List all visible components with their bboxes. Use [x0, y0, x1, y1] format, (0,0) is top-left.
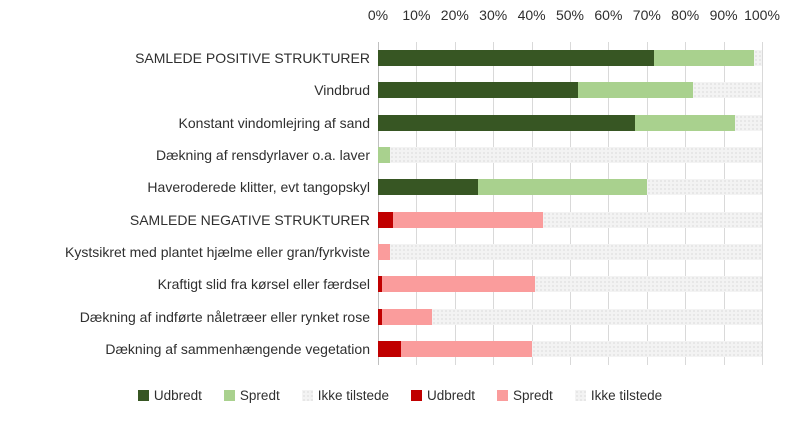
bar-segment-spredt-positiv: [577, 82, 693, 99]
category-label: Dækning af indførte nåletræer eller rynk…: [79, 308, 370, 325]
category-labels: SAMLEDE POSITIVE STRUKTURER Vindbrud Konst…: [0, 42, 370, 365]
legend-label: Ikke tilstede: [317, 387, 389, 403]
bar-segment-spredt-positiv: [477, 179, 647, 196]
x-axis-tick-label: 60%: [594, 7, 623, 23]
bar-segment-udbredt-negativ: [378, 340, 402, 357]
legend-label: Spredt: [513, 387, 553, 403]
gridline: [531, 42, 533, 365]
bar-segment-udbredt-positiv: [378, 50, 655, 67]
bar-segment-ikke-tilstede-positiv: [389, 147, 762, 164]
bar-segment-udbredt-positiv: [378, 179, 478, 196]
x-axis-tick-label: 30%: [479, 7, 508, 23]
legend: Udbredt Spredt Ikke tilstede Udbredt Spredt I…: [0, 385, 800, 405]
bar-segment-spredt-positiv: [654, 50, 755, 67]
legend-swatch-ikke-tilstede-positiv: [301, 389, 313, 401]
plot-area: [378, 42, 763, 365]
gridline: [608, 42, 610, 365]
bar-segment-ikke-tilstede-negativ: [531, 340, 762, 357]
category-label: Konstant vindomlejring af sand: [178, 114, 370, 131]
legend-swatch-udbredt-positiv: [137, 389, 149, 401]
bar-segment-ikke-tilstede-negativ: [543, 211, 762, 228]
legend-swatch-spredt-negativ: [497, 389, 509, 401]
gridline: [416, 42, 418, 365]
bar-row: [378, 50, 762, 67]
category-label: SAMLEDE POSITIVE STRUKTURER: [135, 50, 370, 67]
bar-row: [378, 340, 762, 357]
bar-segment-spredt-negativ: [381, 276, 536, 293]
category-label: Dækning af sammenhængende vegetation: [105, 340, 370, 357]
bar-segment-udbredt-negativ: [378, 211, 394, 228]
bar-segment-udbredt-positiv: [378, 114, 636, 131]
bar-segment-ikke-tilstede-negativ: [389, 243, 762, 260]
x-axis-tick-label: 40%: [517, 7, 546, 23]
bar-segment-udbredt-negativ: [378, 276, 382, 293]
x-axis: 0% 10% 20% 30% 40% 50% 60% 70% 80% 90% 100%: [0, 0, 800, 30]
gridline: [570, 42, 571, 365]
category-label: Dækning af rensdyrlaver o.a. laver: [156, 147, 370, 164]
bar-segment-ikke-tilstede-positiv: [646, 179, 762, 196]
gridline: [762, 42, 763, 365]
legend-item-udbredt-positiv: Udbredt: [137, 387, 202, 403]
gridline: [685, 42, 687, 365]
bar-row: [378, 147, 762, 164]
bar-row: [378, 211, 762, 228]
bar-segment-ikke-tilstede-negativ: [535, 276, 762, 293]
category-label: Haveroderede klitter, evt tangopskyl: [147, 179, 370, 196]
bar-segment-spredt-negativ: [381, 308, 432, 325]
legend-swatch-spredt-positiv: [223, 389, 235, 401]
gridline: [723, 42, 725, 365]
x-axis-tick-label: 0%: [367, 7, 389, 23]
x-axis-tick-label: 80%: [671, 7, 700, 23]
legend-swatch-ikke-tilstede-negativ: [574, 389, 586, 401]
y-axis-line: [378, 42, 379, 365]
x-axis-tick-label: 20%: [440, 7, 469, 23]
bar-row: [378, 276, 762, 293]
bar-segment-udbredt-negativ: [378, 308, 382, 325]
legend-item-udbredt-negativ: Udbredt: [411, 388, 475, 403]
bar-segment-ikke-tilstede-positiv: [692, 82, 762, 99]
x-axis-tick-label: 10%: [402, 7, 431, 23]
legend-item-ikke-tilstede-positiv: Ikke tilstede: [301, 387, 389, 403]
legend-item-spredt-negativ: Spredt: [497, 388, 553, 403]
bar-segment-spredt-positiv: [635, 114, 736, 131]
gridline: [493, 42, 495, 365]
bar-row: [378, 308, 762, 325]
x-axis-tick-label: 70%: [632, 7, 661, 23]
bar-segment-spredt-negativ: [393, 211, 544, 228]
legend-label: Udbredt: [153, 387, 202, 403]
x-axis-tick-label: 100%: [744, 7, 780, 23]
bar-segment-spredt-negativ: [378, 243, 390, 260]
legend-item-spredt-positiv: Spredt: [223, 387, 280, 403]
category-label: Vindbrud: [314, 82, 370, 99]
bar-row: [378, 179, 762, 196]
gridline: [454, 42, 456, 365]
category-label: Kraftigt slid fra kørsel eller færdsel: [157, 276, 370, 293]
legend-label: Udbredt: [427, 387, 476, 403]
bar-segment-spredt-negativ: [401, 340, 532, 357]
bar-segment-ikke-tilstede-positiv: [735, 114, 762, 131]
legend-item-ikke-tilstede-negativ: Ikke tilstede: [574, 387, 663, 403]
bar-segment-ikke-tilstede-negativ: [431, 308, 762, 325]
bar-segment-udbredt-positiv: [378, 82, 578, 99]
category-label: Kystsikret med plantet hjælme eller gran…: [65, 243, 370, 260]
bar-row: [378, 243, 762, 260]
legend-label: Spredt: [239, 387, 280, 403]
bar-row: [378, 114, 762, 131]
bar-segment-spredt-positiv: [378, 147, 390, 164]
bar-segment-ikke-tilstede-positiv: [754, 50, 762, 67]
legend-label: Ikke tilstede: [590, 387, 663, 403]
x-axis-tick-label: 50%: [555, 7, 585, 23]
x-axis-tick-label: 90%: [709, 7, 738, 23]
gridline: [646, 42, 648, 365]
bar-row: [378, 82, 762, 99]
category-label: SAMLEDE NEGATIVE STRUKTURER: [129, 211, 370, 228]
legend-swatch-udbredt-negativ: [411, 389, 422, 401]
